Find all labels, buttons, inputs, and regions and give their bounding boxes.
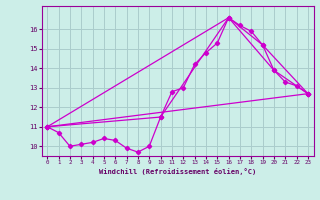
X-axis label: Windchill (Refroidissement éolien,°C): Windchill (Refroidissement éolien,°C) (99, 168, 256, 175)
